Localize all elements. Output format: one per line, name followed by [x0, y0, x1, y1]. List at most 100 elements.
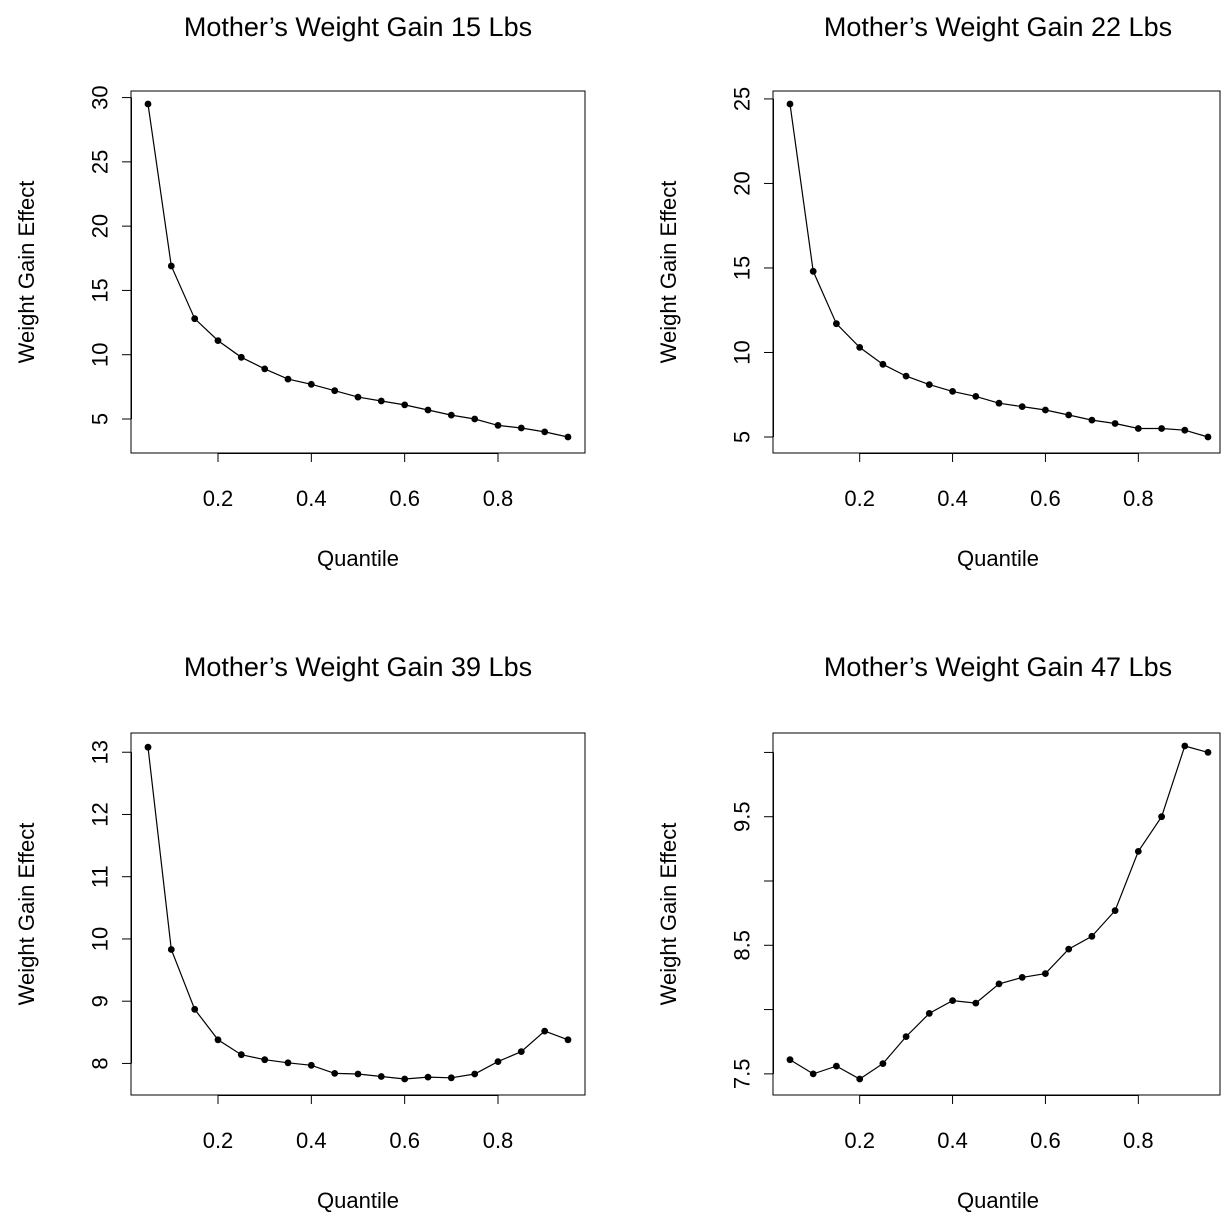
- panel-3-data-point-3: [214, 1036, 222, 1044]
- panel-3-series: [144, 743, 572, 1083]
- panel-3-y-tick-label: 13: [88, 740, 113, 764]
- panel-2: Mother’s Weight Gain 22 Lbs 0.2 0.4 0.6 0.8…: [656, 12, 1221, 571]
- panel-1-data-point-5: [261, 365, 269, 373]
- panel-1-data-point-3: [214, 337, 222, 344]
- panel-3-data-point-10: [377, 1073, 385, 1080]
- panel-2-data-point-14: [1111, 420, 1119, 427]
- panel-3-data-point-12: [424, 1073, 432, 1081]
- panel-1-data-point-14: [471, 415, 479, 423]
- panel-1-data-point-10: [377, 397, 385, 405]
- panel-3-data-point-13: [447, 1074, 455, 1082]
- panel-3-y-tick-label: 12: [88, 802, 113, 826]
- panel-4-plot-area: [772, 732, 1221, 1096]
- panel-1-y-tick-label: 5: [88, 413, 113, 425]
- panel-4-data-point-1: [809, 1070, 817, 1078]
- panel-4: Mother’s Weight Gain 47 Lbs 0.2 0.4 0.6 0.8…: [656, 652, 1221, 1213]
- panel-4-data-point-13: [1088, 932, 1096, 940]
- panel-4-data-point-14: [1111, 907, 1119, 914]
- panel-3-data-point-14: [471, 1070, 479, 1078]
- panel-1-title: Mother’s Weight Gain 15 Lbs: [184, 12, 532, 42]
- panel-2-data-point-11: [1042, 406, 1049, 414]
- panel-2-x-tick-label: 0.6: [1030, 486, 1061, 511]
- panel-3-data-point-6: [284, 1059, 292, 1067]
- panel-3-data-point-8: [331, 1070, 339, 1077]
- panel-3: Mother’s Weight Gain 39 Lbs 0.2 0.4 0.6 0.8…: [14, 652, 586, 1213]
- panel-1-data-point-11: [401, 401, 409, 409]
- panel-2-data-point-17: [1181, 426, 1189, 434]
- panel-1: Mother’s Weight Gain 15 Lbs 0.2 0.4 0.6 0.8…: [14, 12, 586, 571]
- panel-1-x-tick-label: 0.8: [483, 486, 514, 511]
- panel-3-y-axis: 8 9 10 11 12 13: [88, 740, 132, 1070]
- panel-3-x-tick-label: 0.6: [389, 1128, 420, 1153]
- panel-4-data-point-4: [879, 1060, 887, 1067]
- panel-4-title: Mother’s Weight Gain 47 Lbs: [824, 652, 1172, 682]
- panel-4-x-axis: 0.2 0.4 0.6 0.8: [844, 1095, 1154, 1153]
- panel-4-y-axis: 7.5 8.5 9.5: [730, 751, 774, 1089]
- panel-4-y-tick-label: 9.5: [730, 801, 755, 832]
- panel-3-x-axis: 0.2 0.4 0.6 0.8: [203, 1095, 514, 1153]
- panel-3-x-tick-label: 0.8: [483, 1128, 514, 1153]
- panel-4-data-point-9: [995, 980, 1003, 988]
- panel-3-title: Mother’s Weight Gain 39 Lbs: [184, 652, 532, 682]
- panel-1-data-point-9: [354, 393, 362, 401]
- panel-1-data-point-1: [167, 262, 175, 270]
- panel-3-data-point-15: [494, 1058, 502, 1065]
- panel-1-data-point-8: [331, 387, 339, 395]
- panel-4-series: [786, 742, 1212, 1083]
- panel-1-y-tick-label: 15: [88, 278, 113, 302]
- panel-4-data-point-18: [1204, 749, 1212, 756]
- panel-4-x-tick-label: 0.8: [1123, 1128, 1154, 1153]
- panel-3-data-point-9: [354, 1070, 362, 1078]
- panel-2-data-point-1: [809, 267, 817, 275]
- panel-3-data-point-1: [167, 946, 175, 953]
- panel-4-data-point-8: [972, 999, 980, 1007]
- panel-1-y-axis-label: Weight Gain Effect: [14, 181, 39, 364]
- panel-1-data-point-6: [284, 375, 292, 383]
- panel-1-data-point-4: [237, 353, 245, 361]
- panel-2-data-point-18: [1204, 433, 1212, 441]
- panel-1-series: [144, 100, 572, 441]
- panel-1-data-point-15: [494, 422, 502, 429]
- panel-3-y-axis-label: Weight Gain Effect: [14, 823, 39, 1006]
- panel-2-data-point-12: [1065, 411, 1073, 419]
- panel-2-x-axis: 0.2 0.4 0.6 0.8: [844, 453, 1154, 511]
- panel-2-data-point-10: [1018, 403, 1026, 410]
- panel-1-data-point-13: [447, 411, 455, 419]
- panel-2-y-axis: 5 10 15 20 25: [730, 87, 774, 443]
- panel-4-x-axis-label: Quantile: [957, 1188, 1039, 1213]
- panel-2-series: [786, 100, 1212, 441]
- panel-2-plot-area: [772, 90, 1221, 454]
- panel-4-data-point-15: [1134, 848, 1142, 855]
- panel-1-y-tick-label: 30: [88, 85, 113, 109]
- panel-3-y-tick-label: 8: [88, 1057, 113, 1069]
- panel-1-x-tick-label: 0.6: [389, 486, 420, 511]
- panel-2-y-tick-label: 15: [730, 256, 755, 280]
- panel-3-data-point-11: [401, 1075, 409, 1083]
- panel-2-data-point-16: [1158, 425, 1165, 432]
- panel-1-data-point-16: [517, 424, 525, 432]
- panel-3-data-point-18: [564, 1036, 572, 1044]
- panel-2-data-point-15: [1134, 425, 1142, 432]
- panel-3-data-point-2: [191, 1005, 199, 1013]
- panel-3-x-tick-label: 0.4: [296, 1128, 327, 1153]
- panel-4-y-tick-label: 8.5: [730, 930, 755, 961]
- panel-3-data-point-17: [541, 1027, 549, 1035]
- panel-2-data-point-3: [856, 344, 864, 351]
- panel-2-data-point-9: [995, 399, 1003, 407]
- panel-2-series-line: [789, 103, 1209, 438]
- panel-4-x-tick-label: 0.6: [1030, 1128, 1061, 1153]
- panel-1-x-axis: 0.2 0.4 0.6 0.8: [203, 453, 514, 511]
- panel-3-y-tick-label: 10: [88, 927, 113, 951]
- panel-4-data-point-3: [856, 1075, 864, 1083]
- panel-4-data-point-16: [1158, 813, 1165, 821]
- panel-4-x-tick-label: 0.2: [844, 1128, 875, 1153]
- panel-3-series-line: [147, 747, 569, 1080]
- panel-2-x-axis-label: Quantile: [957, 546, 1039, 571]
- panel-2-data-point-2: [833, 320, 840, 328]
- panel-4-data-point-6: [925, 1010, 933, 1017]
- panel-2-y-tick-label: 25: [730, 87, 755, 111]
- panel-3-x-tick-label: 0.2: [203, 1128, 234, 1153]
- panel-1-x-tick-label: 0.2: [203, 486, 234, 511]
- panel-4-data-point-17: [1181, 742, 1189, 750]
